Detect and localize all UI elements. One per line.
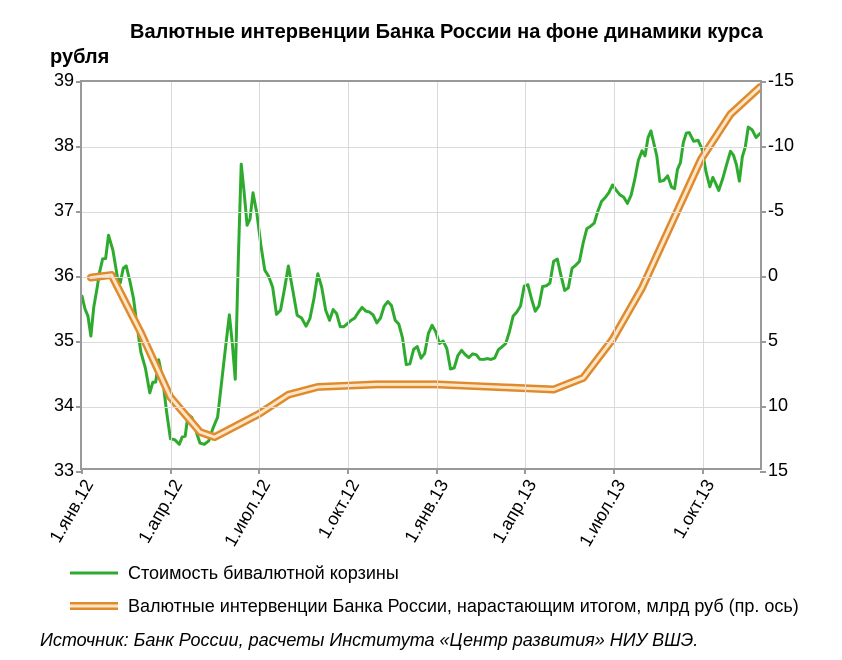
legend-item-interventions: Валютные интервенции Банка России, нарас… xyxy=(70,595,812,618)
plot-area xyxy=(80,80,762,470)
x-tick-label: 1.апр.12 xyxy=(134,476,187,547)
source-text: Источник: Банк России, расчеты Института… xyxy=(40,629,800,652)
x-tick-label: 1.окт.12 xyxy=(314,476,364,542)
x-tick-label: 1.окт.13 xyxy=(669,476,719,542)
plot-row: 39383736353433 -15-10-5051015 xyxy=(30,80,812,470)
legend-item-basket: Стоимость бивалютной корзины xyxy=(70,562,812,585)
chart-container: Валютные интервенции Банка России на фон… xyxy=(0,0,842,660)
legend-label-basket: Стоимость бивалютной корзины xyxy=(128,562,399,585)
x-tick-label: 1.янв.13 xyxy=(400,476,453,547)
x-tick-label: 1.янв.12 xyxy=(45,476,98,547)
x-tick-label: 1.июл.13 xyxy=(575,476,630,550)
legend-swatch-interventions xyxy=(70,600,118,612)
legend-label-interventions: Валютные интервенции Банка России, нарас… xyxy=(128,595,799,618)
chart-title: Валютные интервенции Банка России на фон… xyxy=(50,20,792,70)
x-tick-label: 1.апр.13 xyxy=(489,476,542,547)
series-svg xyxy=(82,82,760,468)
x-tick-label: 1.июл.12 xyxy=(221,476,276,550)
y-axis-left: 39383736353433 xyxy=(30,80,80,470)
y-axis-right: -15-10-5051015 xyxy=(762,80,812,470)
legend: Стоимость бивалютной корзины Валютные ин… xyxy=(70,562,812,619)
legend-swatch-basket xyxy=(70,567,118,579)
x-axis: 1.янв.121.апр.121.июл.121.окт.121.янв.13… xyxy=(80,470,762,550)
